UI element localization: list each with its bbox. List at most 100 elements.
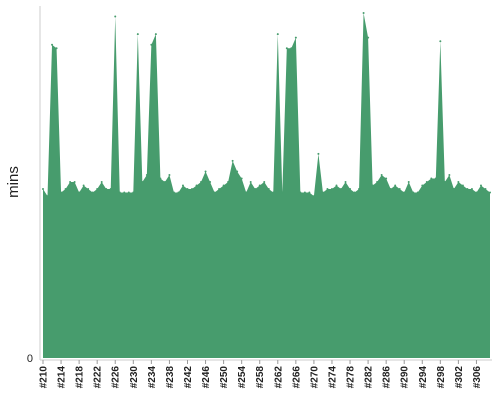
data-point [349, 188, 352, 191]
y-axis-label: mins [5, 166, 22, 198]
data-point [227, 181, 230, 183]
x-tick-label: #210 [39, 366, 50, 389]
data-point [330, 188, 333, 191]
data-point [218, 188, 221, 191]
data-point [421, 184, 424, 187]
data-point [123, 191, 126, 194]
data-point [479, 184, 482, 187]
data-point [209, 181, 212, 183]
data-point [263, 181, 266, 183]
data-point [231, 159, 234, 162]
x-tick-label: #294 [418, 366, 429, 389]
data-point [254, 188, 257, 191]
x-tick-label: #242 [183, 366, 194, 389]
area-series [43, 13, 490, 358]
data-point [42, 188, 44, 191]
data-point [154, 33, 157, 36]
x-tick-label: #258 [255, 366, 266, 389]
data-point [204, 170, 207, 173]
data-point [51, 43, 54, 46]
data-point [46, 195, 49, 198]
data-point [380, 173, 383, 176]
data-point [470, 188, 473, 191]
data-point [213, 191, 216, 194]
x-tick-label: #298 [436, 366, 447, 389]
data-point [475, 191, 478, 194]
data-point [344, 181, 347, 183]
data-point [434, 177, 437, 180]
data-point [82, 184, 85, 187]
data-point [114, 15, 117, 18]
data-point [132, 191, 135, 194]
x-tick-label: #222 [93, 366, 104, 389]
x-tick-label: #250 [219, 366, 230, 389]
data-point [168, 173, 171, 176]
x-tick-label: #234 [147, 366, 158, 389]
x-tick-label: #278 [346, 366, 357, 389]
data-point [425, 181, 428, 183]
data-point [281, 191, 284, 194]
data-point [461, 184, 464, 187]
data-point [159, 177, 162, 180]
x-tick-label: #230 [129, 366, 140, 389]
data-point [403, 191, 406, 194]
data-point [55, 47, 58, 50]
x-tick-label: #266 [291, 366, 302, 389]
data-point [335, 184, 338, 187]
data-point [87, 188, 90, 191]
data-point [312, 195, 315, 198]
x-tick-label: #238 [165, 366, 176, 389]
data-point [371, 184, 374, 187]
data-point [466, 188, 469, 191]
data-point [407, 181, 410, 183]
data-point [267, 188, 270, 191]
data-point [60, 191, 63, 194]
data-point [191, 188, 193, 191]
data-point [258, 184, 261, 187]
data-point [321, 191, 324, 194]
x-tick-label: #262 [273, 366, 284, 389]
data-point [389, 188, 392, 191]
data-point [245, 191, 248, 194]
data-point [181, 184, 184, 187]
data-point [317, 152, 320, 155]
x-tick-label: #246 [201, 366, 212, 389]
data-point [127, 191, 130, 194]
data-point [353, 191, 356, 194]
data-point [412, 191, 415, 194]
data-point [91, 191, 94, 194]
data-point [145, 173, 148, 176]
x-tick-label: #302 [454, 366, 465, 389]
data-point [448, 173, 451, 176]
y-tick-label: 0 [27, 353, 33, 365]
data-point [276, 33, 279, 36]
data-point [73, 181, 76, 183]
data-point [299, 191, 302, 194]
x-tick-label: #226 [111, 366, 122, 389]
x-tick-label: #282 [364, 366, 375, 389]
data-point [96, 188, 99, 191]
data-point [326, 188, 329, 191]
data-point [340, 188, 342, 191]
data-point [186, 188, 189, 191]
data-point [236, 170, 239, 173]
x-tick-label: #270 [309, 366, 320, 389]
data-point [78, 191, 81, 194]
plot-area [42, 12, 491, 358]
data-point [457, 181, 460, 183]
data-point [109, 188, 112, 191]
data-point [398, 188, 401, 191]
data-point [439, 40, 442, 43]
data-point [484, 188, 487, 191]
data-point [195, 184, 198, 187]
x-tick-label: #214 [57, 366, 68, 389]
data-point [222, 184, 225, 187]
data-point [100, 181, 103, 183]
x-tick-label: #286 [382, 366, 393, 389]
data-point [443, 181, 446, 183]
data-point [141, 181, 144, 183]
data-point [358, 188, 361, 191]
data-point [240, 177, 243, 180]
